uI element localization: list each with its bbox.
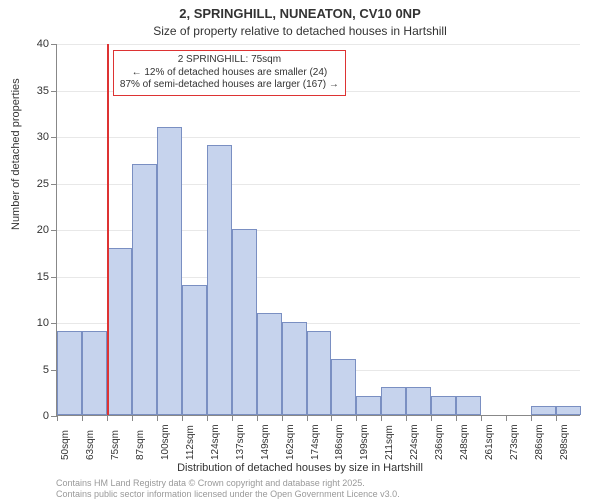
histogram-bar <box>132 164 157 415</box>
x-tick-label: 248sqm <box>459 424 470 460</box>
grid-line <box>57 44 580 45</box>
footer-line-1: Contains HM Land Registry data © Crown c… <box>56 478 365 488</box>
histogram-bar <box>232 229 257 415</box>
x-tick-label: 224sqm <box>409 424 420 460</box>
x-tick <box>257 415 258 421</box>
y-tick-label: 35 <box>21 85 49 97</box>
histogram-bar <box>331 359 356 415</box>
y-tick <box>51 91 57 92</box>
x-tick <box>282 415 283 421</box>
histogram-bar <box>57 331 82 415</box>
histogram-bar <box>107 248 132 415</box>
annotation-line3: 87% of semi-detached houses are larger (… <box>120 79 339 92</box>
x-tick <box>531 415 532 421</box>
x-tick-label: 273sqm <box>509 424 520 460</box>
histogram-bar <box>307 331 332 415</box>
y-axis-label: Number of detached properties <box>10 78 22 230</box>
y-tick <box>51 230 57 231</box>
y-tick <box>51 184 57 185</box>
x-tick-label: 63sqm <box>85 430 96 460</box>
x-tick-label: 199sqm <box>359 424 370 460</box>
x-tick-label: 50sqm <box>60 430 71 460</box>
x-tick-label: 100sqm <box>160 424 171 460</box>
property-size-histogram: 2, SPRINGHILL, NUNEATON, CV10 0NP Size o… <box>0 0 600 500</box>
histogram-bar <box>157 127 182 415</box>
y-tick-label: 20 <box>21 224 49 236</box>
x-tick <box>356 415 357 421</box>
histogram-bar <box>556 406 581 415</box>
histogram-bar <box>282 322 307 415</box>
histogram-bar <box>207 145 232 415</box>
y-tick-label: 30 <box>21 131 49 143</box>
x-tick <box>556 415 557 421</box>
x-tick <box>307 415 308 421</box>
y-tick-label: 15 <box>21 271 49 283</box>
x-tick-label: 286sqm <box>534 424 545 460</box>
x-tick <box>331 415 332 421</box>
x-tick <box>107 415 108 421</box>
x-tick-label: 75sqm <box>110 430 121 460</box>
x-tick <box>406 415 407 421</box>
annotation-line1: 2 SPRINGHILL: 75sqm <box>120 54 339 67</box>
x-tick-label: 162sqm <box>285 424 296 460</box>
y-tick <box>51 277 57 278</box>
annotation-line2: ← 12% of detached houses are smaller (24… <box>120 67 339 80</box>
y-tick-label: 25 <box>21 178 49 190</box>
x-tick-label: 186sqm <box>334 424 345 460</box>
x-tick <box>431 415 432 421</box>
y-tick <box>51 44 57 45</box>
x-tick <box>232 415 233 421</box>
histogram-bar <box>531 406 556 415</box>
reference-line <box>107 44 109 415</box>
histogram-bar <box>406 387 431 415</box>
x-axis-label: Distribution of detached houses by size … <box>0 462 600 474</box>
x-tick-label: 149sqm <box>260 424 271 460</box>
x-tick <box>82 415 83 421</box>
x-tick-label: 298sqm <box>559 424 570 460</box>
y-tick-label: 5 <box>21 364 49 376</box>
x-tick-label: 236sqm <box>434 424 445 460</box>
x-tick-label: 174sqm <box>310 424 321 460</box>
grid-line <box>57 137 580 138</box>
x-tick <box>182 415 183 421</box>
x-tick-label: 87sqm <box>135 430 146 460</box>
x-tick <box>132 415 133 421</box>
histogram-bar <box>381 387 406 415</box>
y-tick-label: 40 <box>21 38 49 50</box>
y-tick-label: 0 <box>21 410 49 422</box>
x-tick <box>57 415 58 421</box>
histogram-bar <box>356 396 381 415</box>
annotation-box: 2 SPRINGHILL: 75sqm ← 12% of detached ho… <box>113 50 346 96</box>
x-tick <box>157 415 158 421</box>
plot-area: 051015202530354050sqm63sqm75sqm87sqm100s… <box>56 44 580 416</box>
x-tick-label: 261sqm <box>484 424 495 460</box>
histogram-bar <box>456 396 481 415</box>
x-tick <box>506 415 507 421</box>
chart-subtitle: Size of property relative to detached ho… <box>0 24 600 38</box>
y-tick <box>51 137 57 138</box>
x-tick <box>456 415 457 421</box>
chart-title: 2, SPRINGHILL, NUNEATON, CV10 0NP <box>0 6 600 21</box>
x-tick-label: 112sqm <box>185 425 196 460</box>
x-tick <box>207 415 208 421</box>
x-tick-label: 124sqm <box>210 424 221 460</box>
y-tick <box>51 323 57 324</box>
histogram-bar <box>182 285 207 415</box>
x-tick-label: 211sqm <box>384 425 395 460</box>
histogram-bar <box>431 396 456 415</box>
footer-line-2: Contains public sector information licen… <box>56 489 400 499</box>
histogram-bar <box>257 313 282 415</box>
x-tick <box>381 415 382 421</box>
x-tick <box>481 415 482 421</box>
histogram-bar <box>82 331 107 415</box>
y-tick-label: 10 <box>21 317 49 329</box>
x-tick-label: 137sqm <box>235 424 246 460</box>
